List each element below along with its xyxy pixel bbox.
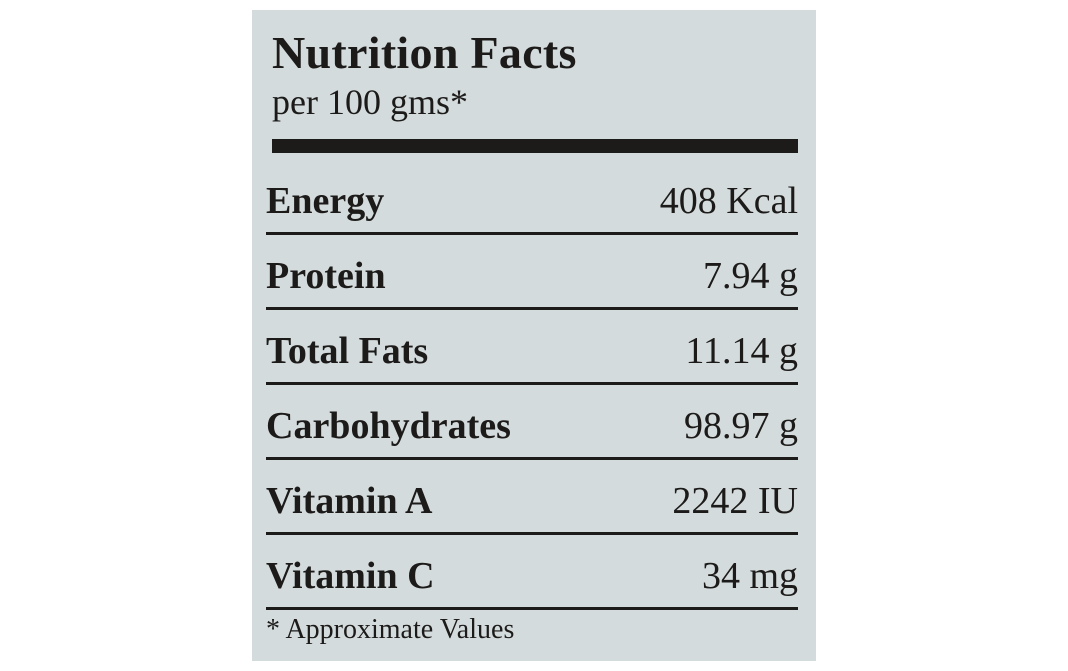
nutrient-value: 98.97 g bbox=[684, 405, 798, 447]
nutrient-value: 7.94 g bbox=[703, 255, 798, 297]
nutrient-table: Energy 408 Kcal Protein 7.94 g Total Fat… bbox=[266, 160, 798, 610]
nutrient-name: Vitamin A bbox=[266, 480, 433, 522]
nutrient-row-vitamin-c: Vitamin C 34 mg bbox=[266, 535, 798, 610]
nutrient-value: 34 mg bbox=[701, 555, 798, 597]
nutrient-value: 11.14 g bbox=[685, 330, 798, 372]
nutrient-row-protein: Protein 7.94 g bbox=[266, 235, 798, 310]
nutrient-name: Energy bbox=[266, 180, 385, 222]
serving-basis: per 100 gms* bbox=[272, 82, 468, 122]
nutrient-value: 2242 IU bbox=[672, 480, 798, 522]
nutrient-name: Vitamin C bbox=[266, 555, 435, 597]
nutrient-name: Carbohydrates bbox=[266, 405, 511, 447]
nutrient-row-energy: Energy 408 Kcal bbox=[266, 160, 798, 235]
nutrient-name: Total Fats bbox=[266, 330, 429, 372]
nutrient-value: 408 Kcal bbox=[659, 180, 798, 222]
nutrient-name: Protein bbox=[266, 255, 386, 297]
nutrition-facts-panel: Nutrition Facts per 100 gms* Energy 408 … bbox=[252, 10, 816, 661]
nutrient-row-total-fats: Total Fats 11.14 g bbox=[266, 310, 798, 385]
footnote: * Approximate Values bbox=[266, 614, 515, 645]
nutrient-row-carbohydrates: Carbohydrates 98.97 g bbox=[266, 385, 798, 460]
thick-divider bbox=[272, 139, 798, 153]
nutrient-row-vitamin-a: Vitamin A 2242 IU bbox=[266, 460, 798, 535]
nutrition-title: Nutrition Facts bbox=[272, 27, 577, 78]
